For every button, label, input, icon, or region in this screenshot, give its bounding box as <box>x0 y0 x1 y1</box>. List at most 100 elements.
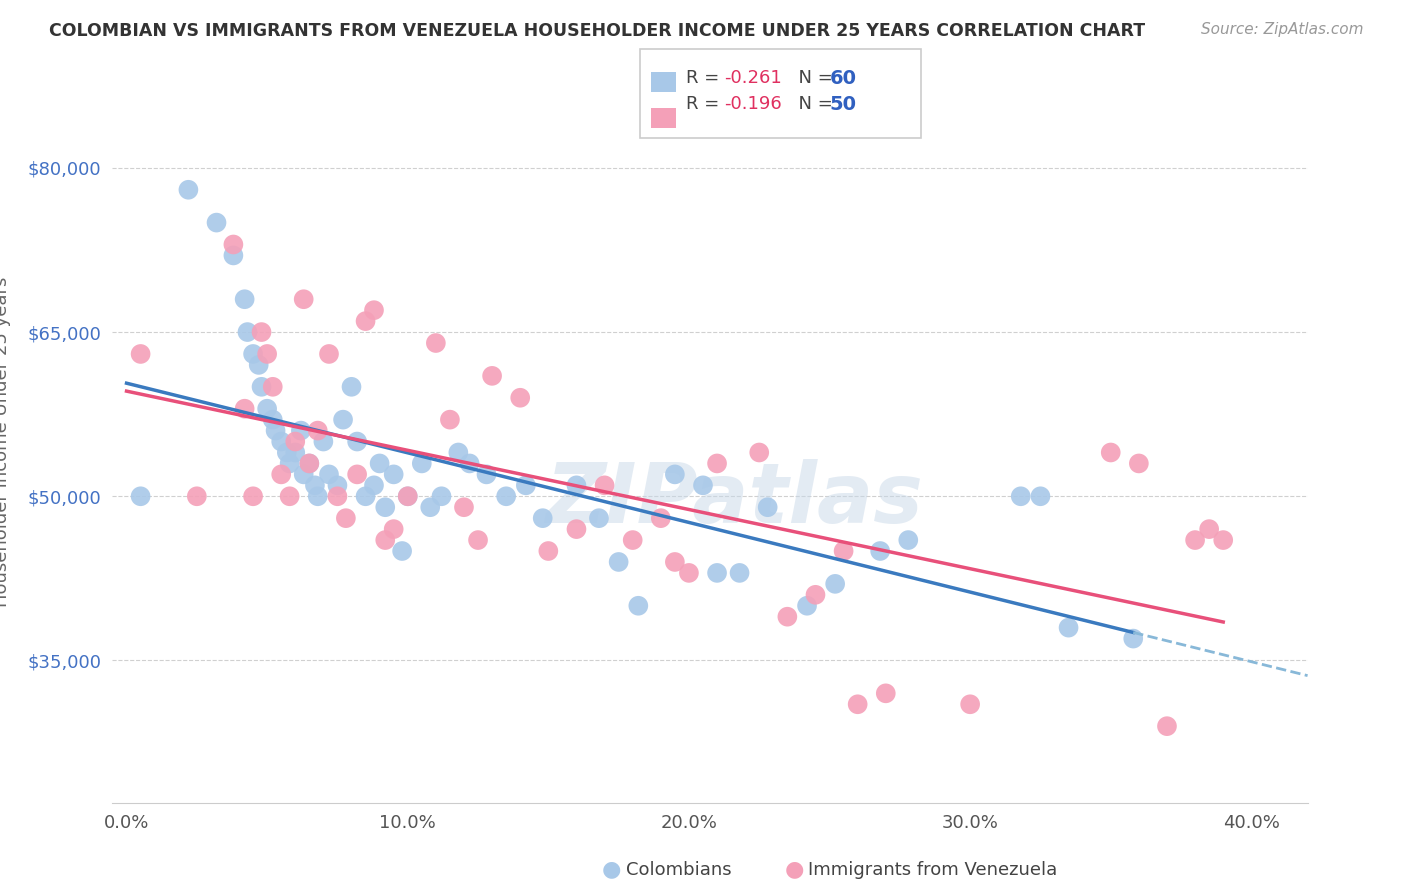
Point <box>692 478 714 492</box>
Point <box>776 609 799 624</box>
Point <box>481 368 503 383</box>
Point <box>467 533 489 547</box>
Point <box>382 467 405 482</box>
Point <box>177 183 200 197</box>
Point <box>368 457 391 471</box>
Point <box>832 544 855 558</box>
Point <box>475 467 498 482</box>
Point <box>292 292 315 306</box>
Point <box>515 478 537 492</box>
Point <box>346 467 368 482</box>
Point <box>959 698 981 712</box>
Point <box>1198 522 1220 536</box>
Point <box>1010 489 1032 503</box>
Point <box>664 467 686 482</box>
Point <box>363 478 385 492</box>
Point <box>391 544 413 558</box>
Point <box>396 489 419 503</box>
Text: ●: ● <box>602 860 621 880</box>
Point <box>565 522 588 536</box>
Point <box>312 434 335 449</box>
Point <box>897 533 920 547</box>
Point <box>728 566 751 580</box>
Text: N =: N = <box>787 95 839 113</box>
Point <box>233 292 256 306</box>
Point <box>278 457 301 471</box>
Text: R =: R = <box>686 95 725 113</box>
Point <box>262 412 284 426</box>
Text: Colombians: Colombians <box>626 861 731 879</box>
Point <box>458 457 481 471</box>
Point <box>650 511 672 525</box>
Text: R =: R = <box>686 69 725 87</box>
Point <box>869 544 891 558</box>
Text: -0.261: -0.261 <box>724 69 782 87</box>
Point <box>307 424 329 438</box>
Point <box>318 467 340 482</box>
Point <box>354 314 377 328</box>
Point <box>340 380 363 394</box>
Point <box>298 457 321 471</box>
Point <box>1212 533 1234 547</box>
Point <box>129 347 152 361</box>
Point <box>270 467 292 482</box>
Point <box>129 489 152 503</box>
Point <box>335 511 357 525</box>
Point <box>1122 632 1144 646</box>
Point <box>509 391 531 405</box>
Text: Immigrants from Venezuela: Immigrants from Venezuela <box>808 861 1057 879</box>
Point <box>447 445 470 459</box>
Point <box>262 380 284 394</box>
Point <box>804 588 827 602</box>
Point <box>1184 533 1206 547</box>
Point <box>242 489 264 503</box>
Point <box>1099 445 1122 459</box>
Point <box>1156 719 1178 733</box>
Point <box>298 457 321 471</box>
Text: 60: 60 <box>830 69 856 87</box>
Point <box>250 380 273 394</box>
Point <box>307 489 329 503</box>
Point <box>233 401 256 416</box>
Point <box>236 325 259 339</box>
Point <box>875 686 897 700</box>
Text: COLOMBIAN VS IMMIGRANTS FROM VENEZUELA HOUSEHOLDER INCOME UNDER 25 YEARS CORRELA: COLOMBIAN VS IMMIGRANTS FROM VENEZUELA H… <box>49 22 1146 40</box>
Point <box>396 489 419 503</box>
Point <box>354 489 377 503</box>
Point <box>256 401 278 416</box>
Point <box>796 599 818 613</box>
Point <box>846 698 869 712</box>
Point <box>607 555 630 569</box>
Point <box>439 412 461 426</box>
Point <box>495 489 517 503</box>
Text: ●: ● <box>785 860 804 880</box>
Point <box>326 478 349 492</box>
Point <box>621 533 644 547</box>
Text: Source: ZipAtlas.com: Source: ZipAtlas.com <box>1201 22 1364 37</box>
Point <box>664 555 686 569</box>
Point <box>419 500 441 515</box>
Point <box>276 445 298 459</box>
Point <box>290 424 312 438</box>
Point <box>222 248 245 262</box>
Text: N =: N = <box>787 69 839 87</box>
Point <box>678 566 700 580</box>
Point <box>326 489 349 503</box>
Point <box>304 478 326 492</box>
Point <box>565 478 588 492</box>
Point <box>1128 457 1150 471</box>
Text: ZIPatlas: ZIPatlas <box>546 458 922 540</box>
Point <box>374 533 396 547</box>
Point <box>588 511 610 525</box>
Point <box>332 412 354 426</box>
Point <box>593 478 616 492</box>
Point <box>425 336 447 351</box>
Point <box>411 457 433 471</box>
Point <box>453 500 475 515</box>
Text: 50: 50 <box>830 95 856 114</box>
Point <box>205 216 228 230</box>
Point <box>531 511 554 525</box>
Point <box>430 489 453 503</box>
Point <box>250 325 273 339</box>
Point <box>346 434 368 449</box>
